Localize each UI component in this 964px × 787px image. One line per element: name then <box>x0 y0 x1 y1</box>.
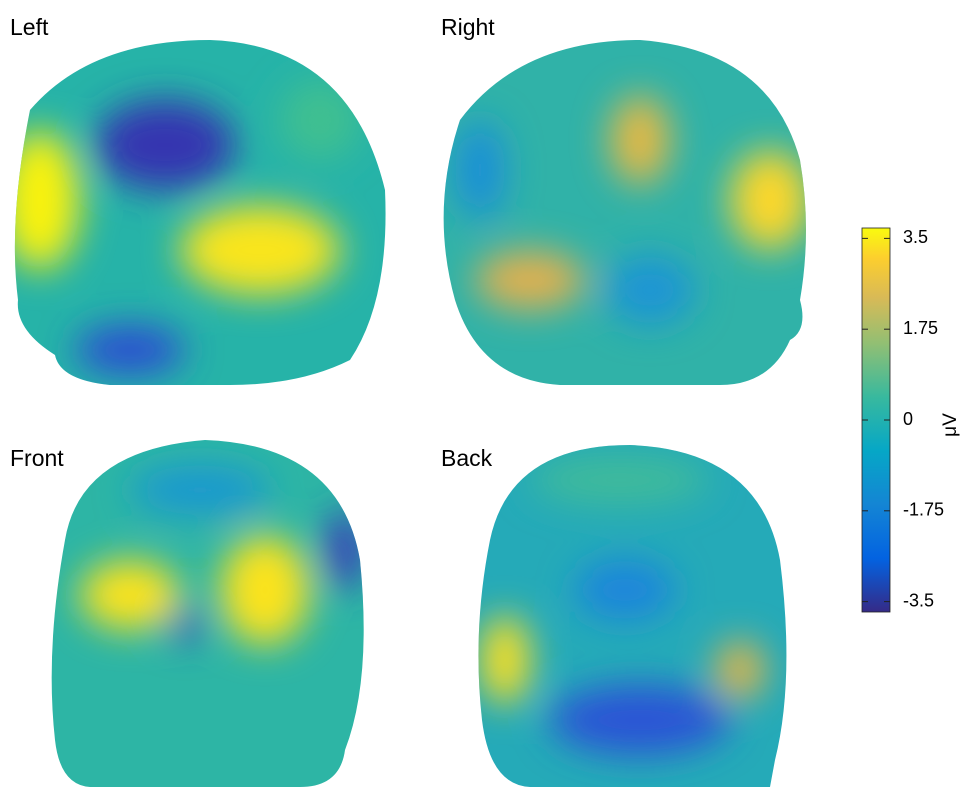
head-back <box>478 445 787 787</box>
tick-label: -1.75 <box>903 500 944 520</box>
colorbar-label: μV <box>940 413 961 437</box>
tick-label: 3.5 <box>903 227 928 247</box>
tick-label: 1.75 <box>903 318 938 338</box>
panel-title: Back <box>441 445 493 471</box>
head-right <box>443 40 806 385</box>
head-left <box>14 40 386 385</box>
panel-title: Left <box>10 14 49 40</box>
tick-label: 0 <box>903 409 913 429</box>
head-front <box>51 440 364 787</box>
panel-title: Front <box>10 445 64 471</box>
panel-title: Right <box>441 14 495 40</box>
tick-label: -3.5 <box>903 590 934 610</box>
